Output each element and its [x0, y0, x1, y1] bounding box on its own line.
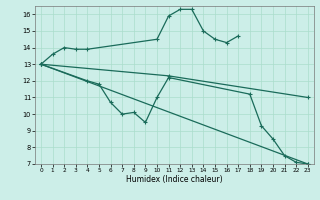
- X-axis label: Humidex (Indice chaleur): Humidex (Indice chaleur): [126, 175, 223, 184]
